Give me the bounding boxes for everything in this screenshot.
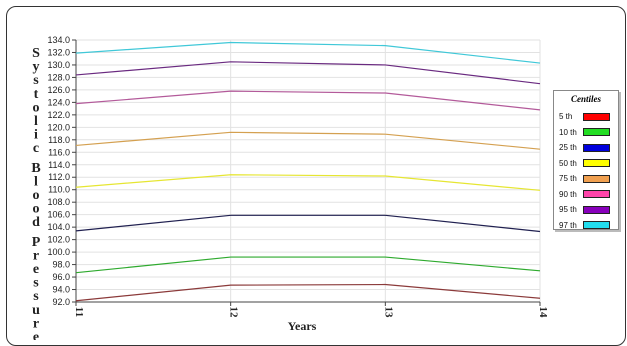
y-tick-label: 124.0 bbox=[47, 97, 70, 107]
legend-item: 5 th bbox=[554, 109, 618, 125]
y-tick-label: 116.0 bbox=[48, 147, 70, 157]
y-axis-label-letter: P bbox=[32, 235, 41, 250]
y-tick-label: 122.0 bbox=[47, 110, 70, 120]
legend-item-label: 97 th bbox=[559, 220, 577, 230]
y-tick-label: 100.0 bbox=[47, 247, 70, 257]
series-line-25th bbox=[75, 214, 541, 233]
y-axis-label-letter: o bbox=[33, 202, 40, 217]
y-tick-label: 110.0 bbox=[48, 185, 70, 195]
series-line-90th bbox=[75, 90, 541, 111]
y-axis-label-letter: B bbox=[31, 161, 40, 176]
series-line-50th bbox=[75, 174, 541, 191]
y-axis-label-letter: i bbox=[34, 128, 38, 143]
y-axis-label-letter: e bbox=[33, 262, 39, 277]
plot-area bbox=[76, 40, 540, 302]
y-tick-label: 126.0 bbox=[47, 85, 70, 95]
x-tick-label: 12 bbox=[228, 307, 240, 319]
legend-item: 25 th bbox=[554, 140, 618, 156]
legend-swatch bbox=[583, 143, 610, 152]
legend: Centiles 5 th 10 th 25 th 50 th 75 th 90 th 95… bbox=[553, 90, 619, 230]
legend-item: 95 th bbox=[554, 202, 618, 218]
y-axis-label-letter: S bbox=[32, 46, 40, 61]
legend-item: 50 th bbox=[554, 156, 618, 172]
legend-swatch bbox=[583, 159, 610, 168]
y-tick-label: 112.0 bbox=[48, 172, 70, 182]
y-tick-label: 108.0 bbox=[47, 197, 70, 207]
y-tick-label: 104.0 bbox=[47, 222, 70, 232]
x-tick-label: 11 bbox=[73, 307, 85, 317]
y-axis-label-letter: c bbox=[33, 141, 39, 156]
y-axis-label-letter: o bbox=[33, 100, 40, 115]
y-tick-label: 102.0 bbox=[47, 235, 70, 245]
legend-item: 97 th bbox=[554, 218, 618, 234]
y-axis-label-letter: s bbox=[33, 276, 39, 291]
y-axis-label-letter: l bbox=[34, 174, 38, 189]
y-tick-label: 132.0 bbox=[47, 47, 70, 57]
y-axis-label-letter: o bbox=[33, 188, 40, 203]
legend-item: 10 th bbox=[554, 125, 618, 141]
y-axis-label-letter: y bbox=[33, 60, 40, 75]
y-axis-label-letter: t bbox=[34, 87, 39, 102]
y-tick-label: 92.0 bbox=[52, 297, 70, 307]
y-axis-label-letter: u bbox=[32, 303, 40, 318]
legend-item: 90 th bbox=[554, 187, 618, 203]
legend-swatch bbox=[583, 221, 610, 230]
series-line-5th bbox=[75, 283, 541, 302]
legend-item-label: 90 th bbox=[559, 189, 577, 199]
y-axis-label-letter: s bbox=[33, 73, 39, 88]
y-tick-label: 130.0 bbox=[47, 60, 70, 70]
legend-swatch bbox=[583, 190, 610, 199]
y-tick-label: 98.0 bbox=[52, 260, 70, 270]
series-line-10th bbox=[75, 256, 541, 274]
legend-item-label: 95 th bbox=[559, 205, 577, 215]
series-line-75th bbox=[75, 131, 541, 150]
y-axis-label-letter: s bbox=[33, 289, 39, 304]
series-line-95th bbox=[75, 61, 541, 85]
y-tick-label: 96.0 bbox=[52, 272, 70, 282]
x-tick-label: 14 bbox=[537, 307, 549, 319]
x-tick-label: 13 bbox=[382, 307, 394, 319]
series-line-97th bbox=[75, 41, 541, 64]
y-axis-label-letter: d bbox=[32, 215, 40, 230]
legend-item-label: 5 th bbox=[559, 112, 573, 122]
y-tick-label: 118.0 bbox=[48, 135, 70, 145]
y-axis-label-letter: r bbox=[33, 316, 39, 331]
legend-swatch bbox=[583, 174, 610, 183]
legend-swatch bbox=[583, 128, 610, 137]
y-tick-label: 106.0 bbox=[47, 210, 70, 220]
y-tick-label: 114.0 bbox=[48, 160, 70, 170]
y-tick-label: 94.0 bbox=[52, 285, 70, 295]
y-axis-label-letter: e bbox=[33, 330, 39, 340]
y-axis-label-letter: r bbox=[33, 248, 39, 263]
y-tick-label: 134.0 bbox=[47, 35, 70, 45]
legend-swatch bbox=[583, 112, 610, 121]
legend-item-label: 50 th bbox=[559, 158, 577, 168]
x-axis-label: Years bbox=[288, 319, 317, 333]
y-axis-label-letter: l bbox=[34, 114, 38, 129]
legend-item-label: 10 th bbox=[559, 127, 577, 137]
y-tick-label: 128.0 bbox=[47, 72, 70, 82]
y-tick-label: 120.0 bbox=[47, 122, 70, 132]
legend-item-label: 25 th bbox=[559, 143, 577, 153]
legend-item-label: 75 th bbox=[559, 174, 577, 184]
legend-item: 75 th bbox=[554, 171, 618, 187]
legend-title: Centiles bbox=[570, 94, 601, 104]
legend-swatch bbox=[583, 205, 610, 214]
